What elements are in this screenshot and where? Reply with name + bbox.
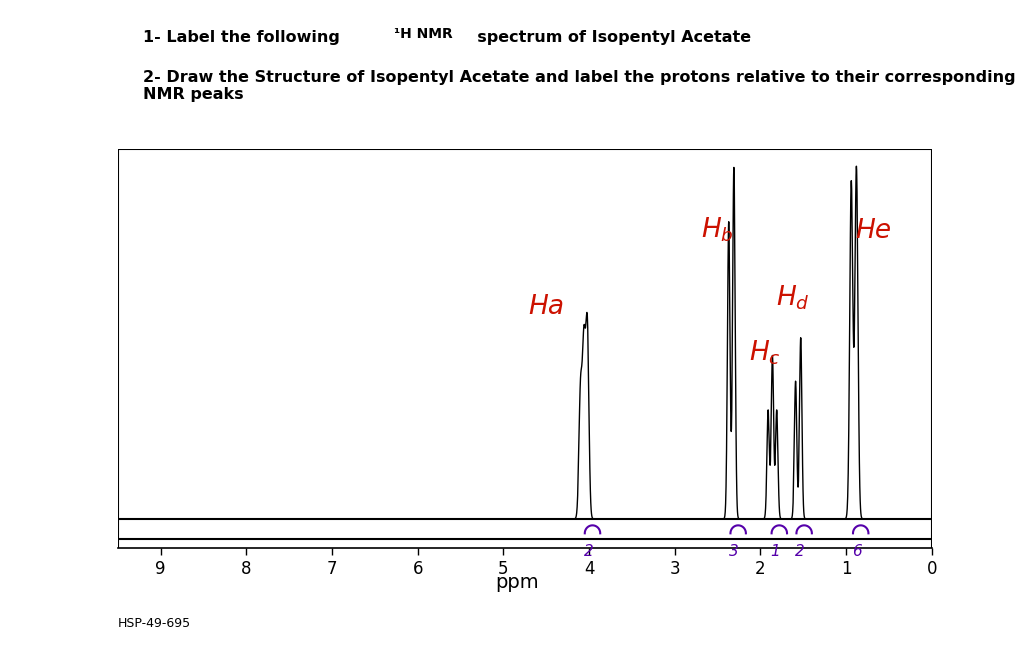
Text: 2- Draw the Structure of Isopentyl Acetate and label the protons relative to the: 2- Draw the Structure of Isopentyl Aceta… — [143, 70, 1016, 102]
Text: $H_d$: $H_d$ — [776, 284, 810, 312]
Text: 3: 3 — [729, 544, 739, 559]
Text: 1- Label the following: 1- Label the following — [143, 30, 346, 45]
Text: 6: 6 — [852, 544, 862, 559]
Text: 1: 1 — [771, 544, 780, 559]
Text: HSP-49-695: HSP-49-695 — [118, 618, 190, 631]
Text: spectrum of Isopentyl Acetate: spectrum of Isopentyl Acetate — [466, 30, 751, 45]
Text: 2: 2 — [584, 544, 594, 559]
Text: 2: 2 — [796, 544, 805, 559]
Text: ¹H NMR: ¹H NMR — [394, 27, 453, 41]
Text: $H_c$: $H_c$ — [749, 338, 780, 367]
Text: He: He — [855, 218, 892, 244]
Text: Ha: Ha — [528, 293, 564, 319]
Text: ppm: ppm — [496, 572, 539, 592]
Text: $H_b$: $H_b$ — [701, 215, 734, 244]
